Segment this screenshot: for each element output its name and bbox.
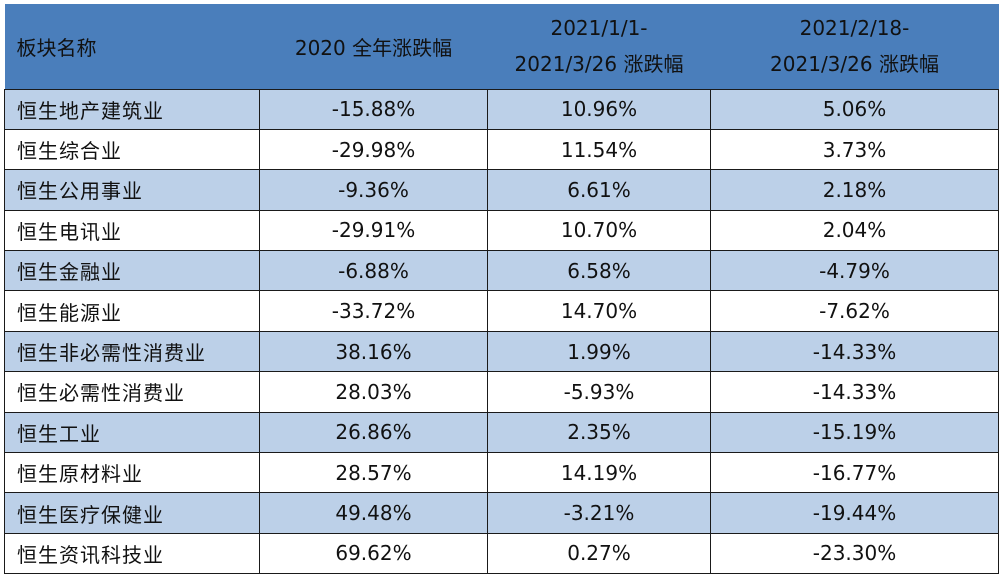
sector-name-cell: 恒生能源业 [4,290,260,332]
header-ytd-change: 2021/1/1- 2021/3/26 涨跌幅 [487,4,711,89]
header-ytd-line1: 2021/1/1- [550,16,648,41]
change-2020-cell: -33.72% [259,290,488,332]
change-ytd-cell: 1.99% [487,330,711,373]
change-ytd-cell: -5.93% [487,371,711,413]
change-feb-cell: -16.77% [710,452,999,494]
change-feb-cell: -14.33% [710,330,999,373]
change-2020-cell: -15.88% [259,88,488,130]
sector-name-cell: 恒生金融业 [4,250,260,292]
change-2020-cell: 69.62% [259,532,488,575]
header-row: 板块名称 2020 全年涨跌幅 2021/1/1- 2021/3/26 涨跌幅 … [4,4,999,89]
change-feb-cell: -23.30% [710,532,999,575]
change-2020-cell: 26.86% [259,411,488,454]
table-row: 恒生地产建筑业 -15.88% 10.96% 5.06% [4,88,999,130]
change-feb-cell: -15.19% [710,411,999,454]
change-ytd-cell: -3.21% [487,492,711,534]
change-2020-cell: -29.91% [259,209,488,252]
table-body: 恒生地产建筑业 -15.88% 10.96% 5.06% 恒生综合业 -29.98% 11.… [4,88,999,575]
header-feb-change: 2021/2/18- 2021/3/26 涨跌幅 [710,4,999,89]
change-2020-cell: -9.36% [259,169,488,211]
table-row: 恒生原材料业 28.57% 14.19% -16.77% [4,452,999,494]
change-feb-cell: -19.44% [710,492,999,534]
table-row: 恒生医疗保健业 49.48% -3.21% -19.44% [4,492,999,534]
table-header: 板块名称 2020 全年涨跌幅 2021/1/1- 2021/3/26 涨跌幅 … [4,4,999,89]
table-row: 恒生金融业 -6.88% 6.58% -4.79% [4,250,999,292]
table-row: 恒生非必需性消费业 38.16% 1.99% -14.33% [4,330,999,373]
sector-name-cell: 恒生原材料业 [4,452,260,494]
change-2020-cell: -6.88% [259,250,488,292]
change-2020-cell: 28.57% [259,452,488,494]
table-row: 恒生公用事业 -9.36% 6.61% 2.18% [4,169,999,211]
header-ytd-line2: 2021/3/26 涨跌幅 [514,52,684,77]
sector-performance-table: 板块名称 2020 全年涨跌幅 2021/1/1- 2021/3/26 涨跌幅 … [4,4,999,575]
change-2020-cell: 49.48% [259,492,488,534]
table-row: 恒生电讯业 -29.91% 10.70% 2.04% [4,209,999,252]
sector-name-cell: 恒生必需性消费业 [4,371,260,413]
change-ytd-cell: 10.96% [487,88,711,130]
sector-name-cell: 恒生地产建筑业 [4,88,260,130]
header-sector-name: 板块名称 [4,4,260,89]
header-feb-line1: 2021/2/18- [799,16,910,41]
change-2020-cell: 38.16% [259,330,488,373]
sector-name-cell: 恒生公用事业 [4,169,260,211]
change-ytd-cell: 11.54% [487,128,711,171]
change-2020-cell: 28.03% [259,371,488,413]
change-feb-cell: 2.18% [710,169,999,211]
change-ytd-cell: 6.61% [487,169,711,211]
header-feb-line2: 2021/3/26 涨跌幅 [770,52,939,77]
sector-name-cell: 恒生工业 [4,411,260,454]
change-feb-cell: -7.62% [710,290,999,332]
table-row: 恒生资讯科技业 69.62% 0.27% -23.30% [4,532,999,575]
header-2020-change: 2020 全年涨跌幅 [259,4,488,89]
table-row: 恒生工业 26.86% 2.35% -15.19% [4,411,999,454]
change-feb-cell: -14.33% [710,371,999,413]
sector-name-cell: 恒生电讯业 [4,209,260,252]
change-ytd-cell: 6.58% [487,250,711,292]
sector-name-cell: 恒生医疗保健业 [4,492,260,534]
change-feb-cell: -4.79% [710,250,999,292]
change-feb-cell: 3.73% [710,128,999,171]
table-row: 恒生必需性消费业 28.03% -5.93% -14.33% [4,371,999,413]
sector-name-cell: 恒生综合业 [4,128,260,171]
change-ytd-cell: 14.70% [487,290,711,332]
change-2020-cell: -29.98% [259,128,488,171]
sector-name-cell: 恒生资讯科技业 [4,532,260,575]
change-ytd-cell: 10.70% [487,209,711,252]
table-row: 恒生综合业 -29.98% 11.54% 3.73% [4,128,999,171]
change-ytd-cell: 14.19% [487,452,711,494]
change-feb-cell: 5.06% [710,88,999,130]
change-ytd-cell: 0.27% [487,532,711,575]
sector-name-cell: 恒生非必需性消费业 [4,330,260,373]
table-row: 恒生能源业 -33.72% 14.70% -7.62% [4,290,999,332]
change-feb-cell: 2.04% [710,209,999,252]
change-ytd-cell: 2.35% [487,411,711,454]
